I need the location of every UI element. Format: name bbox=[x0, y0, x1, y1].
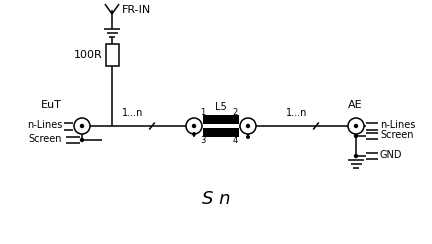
Text: 1...n: 1...n bbox=[122, 108, 144, 118]
Text: Screen: Screen bbox=[380, 130, 413, 140]
Text: 2: 2 bbox=[233, 108, 238, 117]
Text: AE: AE bbox=[348, 100, 362, 110]
Text: S n: S n bbox=[202, 190, 230, 208]
Bar bbox=[203, 115, 239, 124]
Circle shape bbox=[246, 124, 250, 128]
Text: GND: GND bbox=[380, 150, 403, 160]
Circle shape bbox=[74, 118, 90, 134]
Text: L5: L5 bbox=[215, 102, 227, 112]
Text: FR-IN: FR-IN bbox=[122, 5, 151, 15]
Circle shape bbox=[354, 124, 358, 128]
Text: Screen: Screen bbox=[29, 134, 62, 144]
Text: 1: 1 bbox=[200, 108, 205, 117]
Circle shape bbox=[354, 134, 358, 138]
Circle shape bbox=[80, 124, 84, 128]
Circle shape bbox=[80, 138, 84, 142]
Text: n-Lines: n-Lines bbox=[380, 120, 416, 130]
Text: 1...n: 1...n bbox=[286, 108, 308, 118]
Text: n-Lines: n-Lines bbox=[27, 120, 62, 130]
Circle shape bbox=[240, 118, 256, 134]
Circle shape bbox=[354, 154, 358, 158]
Text: 3: 3 bbox=[200, 136, 205, 145]
Bar bbox=[105, 44, 118, 66]
Circle shape bbox=[192, 124, 196, 128]
Text: 100R: 100R bbox=[74, 50, 102, 60]
Text: EuT: EuT bbox=[41, 100, 62, 110]
Circle shape bbox=[246, 135, 250, 139]
Bar bbox=[203, 124, 239, 128]
Circle shape bbox=[192, 132, 196, 136]
Text: 4: 4 bbox=[233, 136, 238, 145]
Circle shape bbox=[348, 118, 364, 134]
Bar bbox=[203, 128, 239, 137]
Circle shape bbox=[186, 118, 202, 134]
